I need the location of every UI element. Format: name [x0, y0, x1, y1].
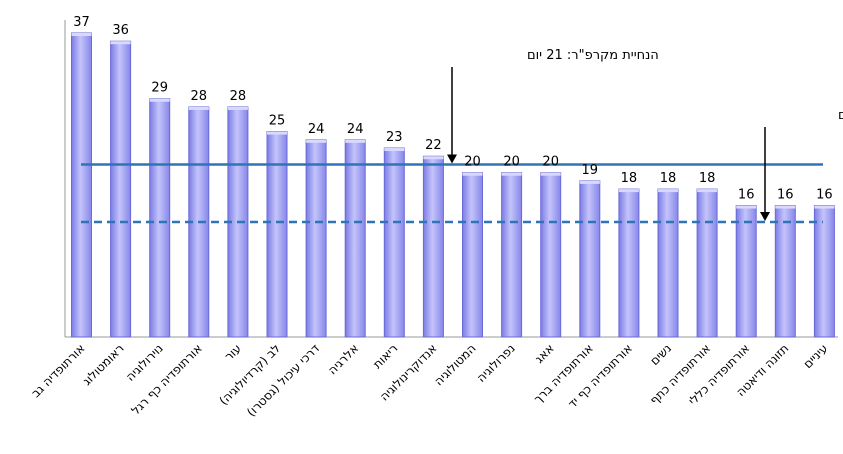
category-label: אורתופדיה גב: [29, 341, 88, 400]
data-label: 18: [660, 171, 677, 186]
bar-cap: [579, 180, 600, 184]
bar-cap: [736, 205, 757, 209]
data-label: 36: [112, 23, 129, 38]
data-label: 20: [464, 155, 481, 170]
bar: [462, 172, 483, 338]
bar-cap: [306, 139, 327, 143]
category-label: אאג: [532, 341, 557, 366]
data-label: 28: [191, 89, 208, 104]
bar-cap: [697, 189, 718, 193]
category-label: דרכי עיכול (גסטרו): [244, 341, 322, 419]
bar-cap: [814, 205, 835, 209]
category-label: נשים: [647, 341, 674, 368]
data-label: 29: [151, 81, 168, 96]
data-label: 24: [308, 122, 325, 137]
annotation-label: פקודת מטכ"ל: 14 יום: [838, 108, 843, 123]
bar-cap: [267, 131, 287, 135]
data-label: 25: [269, 114, 286, 129]
data-label: 23: [386, 130, 403, 145]
data-label: 16: [777, 188, 794, 203]
bar: [735, 205, 757, 338]
annotation-label: הנחיית מקרפ"ר: 21 יום: [527, 48, 659, 63]
bar-cap: [423, 156, 444, 160]
data-label: 16: [738, 188, 755, 203]
bar: [71, 32, 92, 338]
bar-cap: [188, 106, 209, 110]
bar-cap: [71, 33, 92, 36]
bar: [813, 205, 835, 338]
bar: [305, 139, 327, 338]
bar: [110, 40, 132, 338]
data-label: 37: [73, 15, 90, 30]
category-label: אלרגיה: [325, 341, 361, 377]
category-label: המטולוגיה: [432, 341, 479, 388]
bar: [501, 172, 523, 338]
bar-cap: [618, 189, 639, 193]
bar-cap: [384, 148, 405, 152]
bar: [579, 180, 601, 338]
data-label: 24: [347, 122, 364, 137]
bar-cap: [227, 106, 248, 110]
bar-cap: [540, 172, 561, 176]
category-label: אורתופדיה כף רגל: [129, 341, 205, 417]
data-label: 20: [542, 155, 559, 170]
bar-cap: [462, 172, 483, 176]
bar: [657, 188, 679, 338]
data-label: 20: [503, 155, 520, 170]
bar-cap: [345, 139, 366, 143]
annotation-arrowhead: [447, 154, 457, 164]
data-label: 16: [816, 188, 833, 203]
bar: [540, 172, 562, 338]
bar: [149, 98, 171, 338]
bar: [344, 139, 366, 338]
category-label: ראומטולוג: [80, 341, 127, 388]
bar: [383, 147, 405, 338]
data-label: 22: [425, 138, 442, 153]
category-label: נפרולוגיה: [474, 341, 518, 385]
bar: [422, 155, 444, 338]
bar: [618, 188, 640, 338]
category-label: ריאות: [370, 341, 400, 371]
bar-cap: [501, 172, 522, 176]
data-label: 18: [699, 171, 716, 186]
bar-cap: [110, 41, 131, 45]
bar-cap: [149, 98, 170, 102]
category-label: עור: [222, 341, 244, 363]
data-label: 28: [230, 89, 247, 104]
bar: [696, 188, 718, 338]
data-label: 18: [621, 171, 638, 186]
bar: [266, 131, 288, 338]
bar-cap: [775, 205, 796, 209]
data-label: 19: [582, 163, 599, 178]
bar-cap: [658, 189, 678, 193]
bar: [774, 205, 796, 338]
category-label: עיניים: [801, 341, 831, 371]
annotation-arrowhead: [760, 211, 770, 221]
